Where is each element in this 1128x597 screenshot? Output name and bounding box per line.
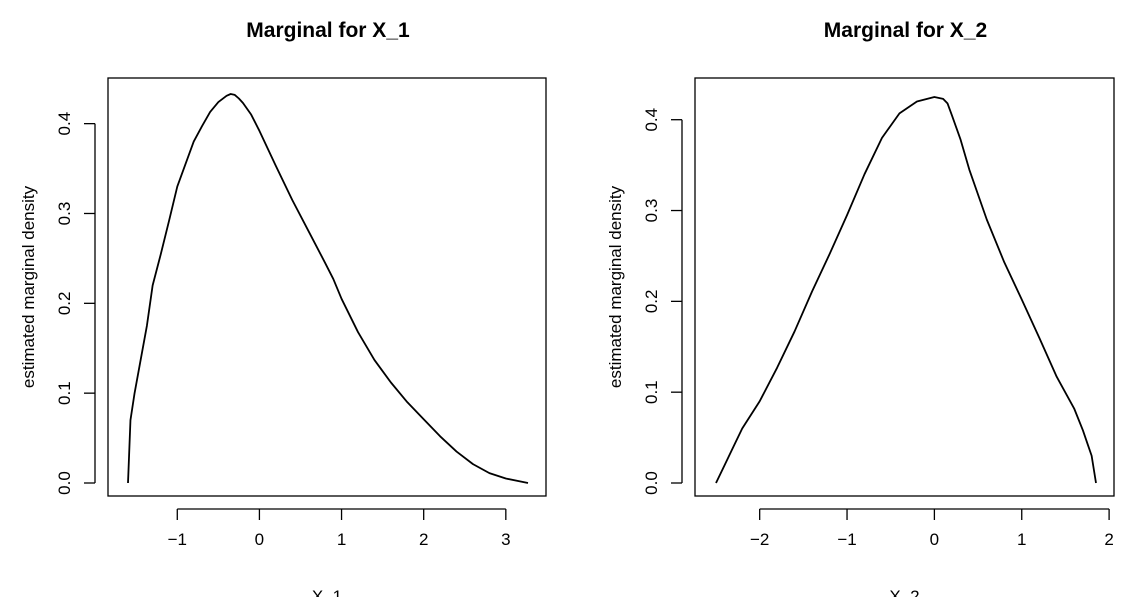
density-curve [715, 96, 1097, 484]
chart-title: Marginal for X_2 [824, 19, 987, 42]
y-tick-label: 0.2 [55, 292, 74, 316]
plot-frame [694, 77, 1115, 497]
plot-frame [107, 77, 547, 497]
x-tick-label: 1 [1017, 530, 1026, 549]
y-axis-label: estimated marginal density [606, 185, 625, 388]
y-axis-label: estimated marginal density [19, 185, 38, 388]
x-tick-label: −1 [168, 530, 187, 549]
x-axis-label: X_1 [312, 587, 342, 597]
y-tick-label: 0.1 [55, 381, 74, 405]
chart-panel-2: Marginal for X_2 −2 −1 0 1 2 X_2 0.0 0.1 0.2 0.3 0.… [606, 19, 1115, 597]
y-tick-label: 0.0 [642, 471, 661, 495]
chart-title: Marginal for X_1 [246, 19, 410, 42]
y-tick-label: 0.0 [55, 471, 74, 495]
density-curve [127, 93, 529, 484]
x-tick-label: 2 [419, 530, 428, 549]
x-tick-label: 1 [337, 530, 346, 549]
y-tick-label: 0.2 [642, 290, 661, 314]
x-tick-label: −1 [837, 530, 856, 549]
chart-panel-1: Marginal for X_1 −1 0 1 2 3 X_1 0.0 0.1 0.2 0.3 0.4… [19, 19, 547, 597]
y-tick-label: 0.3 [55, 202, 74, 226]
x-tick-label: 3 [501, 530, 510, 549]
x-tick-label: 2 [1104, 530, 1113, 549]
y-tick-label: 0.4 [642, 108, 661, 132]
x-tick-label: 0 [255, 530, 264, 549]
y-tick-label: 0.1 [642, 380, 661, 404]
y-tick-label: 0.3 [642, 199, 661, 223]
x-axis-label: X_2 [889, 587, 919, 597]
x-tick-label: 0 [930, 530, 939, 549]
x-tick-label: −2 [750, 530, 769, 549]
y-tick-label: 0.4 [55, 112, 74, 136]
